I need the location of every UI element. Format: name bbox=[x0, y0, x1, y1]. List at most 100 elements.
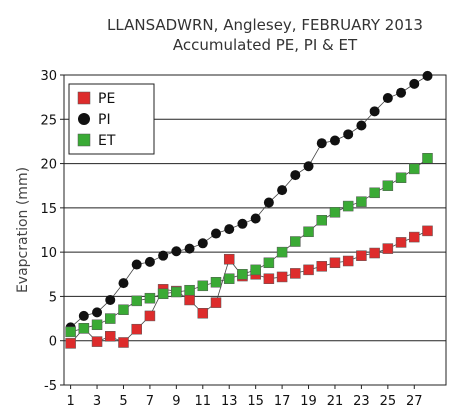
x-tick-label-13: 13 bbox=[221, 394, 238, 409]
point-et-15 bbox=[250, 264, 261, 276]
point-pi-9 bbox=[171, 246, 182, 257]
point-et-21 bbox=[329, 207, 341, 218]
point-pe-21 bbox=[329, 257, 341, 269]
point-pi-11 bbox=[197, 238, 208, 249]
point-pi-26 bbox=[396, 87, 407, 98]
point-et-23 bbox=[356, 196, 367, 207]
point-pe-26 bbox=[395, 237, 407, 248]
point-pe-17 bbox=[276, 271, 288, 283]
point-pi-3 bbox=[92, 307, 103, 318]
y-tick-label-20: 20 bbox=[40, 158, 57, 173]
legend-label-pe: PE bbox=[98, 91, 115, 107]
series-pi bbox=[65, 70, 433, 333]
point-pi-2 bbox=[78, 310, 89, 321]
x-tick-label-27: 27 bbox=[406, 394, 423, 409]
point-pe-23 bbox=[356, 250, 367, 261]
point-pi-18 bbox=[290, 170, 301, 181]
point-et-18 bbox=[290, 236, 301, 247]
point-pi-15 bbox=[250, 213, 261, 224]
point-et-17 bbox=[276, 246, 288, 258]
y-tick-label--5: -5 bbox=[44, 379, 57, 394]
point-pe-12 bbox=[210, 297, 222, 308]
chart-title: LLANSADWRN, Anglesey, FEBRUARY 2013 bbox=[107, 16, 423, 34]
point-pe-22 bbox=[342, 255, 354, 267]
point-pi-21 bbox=[329, 135, 340, 146]
point-et-14 bbox=[237, 269, 248, 280]
point-et-6 bbox=[131, 295, 142, 307]
y-tick-label-25: 25 bbox=[40, 113, 57, 128]
x-tick-label-7: 7 bbox=[146, 394, 154, 409]
point-pi-16 bbox=[263, 197, 274, 208]
point-pi-22 bbox=[343, 129, 354, 140]
point-pi-5 bbox=[118, 278, 129, 289]
point-et-16 bbox=[263, 257, 275, 269]
point-et-3 bbox=[91, 319, 103, 331]
y-tick-label-5: 5 bbox=[49, 290, 57, 305]
x-tick-label-19: 19 bbox=[300, 394, 317, 409]
point-pe-11 bbox=[197, 308, 209, 319]
point-pi-20 bbox=[316, 138, 327, 149]
point-pe-7 bbox=[144, 310, 156, 322]
point-pi-28 bbox=[422, 70, 433, 81]
point-pe-10 bbox=[184, 294, 195, 306]
point-et-1 bbox=[65, 326, 76, 338]
point-et-22 bbox=[342, 200, 354, 212]
point-et-4 bbox=[105, 313, 116, 324]
point-et-13 bbox=[223, 273, 235, 284]
plot-frame bbox=[63, 74, 447, 386]
point-et-27 bbox=[409, 163, 420, 175]
point-pi-12 bbox=[211, 228, 222, 239]
point-pi-4 bbox=[105, 294, 116, 305]
point-pi-25 bbox=[382, 93, 393, 104]
x-tick-label-9: 9 bbox=[172, 394, 180, 409]
point-et-28 bbox=[422, 153, 433, 164]
x-tick-label-23: 23 bbox=[353, 394, 370, 409]
point-pi-17 bbox=[277, 185, 288, 196]
y-axis-label: Evapcration (mm) bbox=[15, 167, 31, 293]
legend-label-et: ET bbox=[98, 133, 116, 149]
point-pe-13 bbox=[223, 253, 235, 265]
point-et-11 bbox=[197, 280, 209, 292]
point-et-20 bbox=[316, 215, 328, 226]
x-tick-label-21: 21 bbox=[327, 394, 344, 409]
point-et-9 bbox=[171, 286, 182, 298]
point-pi-10 bbox=[184, 243, 195, 254]
y-tick-label-15: 15 bbox=[40, 202, 57, 217]
point-pi-24 bbox=[369, 106, 380, 117]
point-pe-20 bbox=[316, 261, 328, 272]
point-pe-28 bbox=[422, 225, 433, 237]
point-pe-19 bbox=[303, 264, 314, 276]
point-et-19 bbox=[303, 226, 314, 238]
y-tick-label-10: 10 bbox=[40, 246, 57, 261]
point-et-24 bbox=[369, 187, 380, 199]
chart-subtitle: Accumulated PE, PI & ET bbox=[173, 36, 358, 54]
point-pe-18 bbox=[290, 268, 301, 279]
x-tick-label-25: 25 bbox=[380, 394, 397, 409]
series-et bbox=[65, 153, 433, 338]
point-pi-27 bbox=[409, 78, 420, 89]
point-et-2 bbox=[78, 323, 90, 334]
point-et-5 bbox=[118, 304, 129, 315]
y-tick-label-30: 30 bbox=[40, 69, 57, 84]
series-line-pi bbox=[70, 75, 428, 328]
point-et-12 bbox=[210, 277, 222, 288]
point-pe-4 bbox=[105, 331, 116, 342]
legend: PE PI ET bbox=[68, 83, 155, 155]
point-pe-6 bbox=[131, 323, 142, 335]
point-pi-23 bbox=[356, 120, 367, 131]
point-pe-27 bbox=[409, 231, 420, 243]
x-tick-label-15: 15 bbox=[247, 394, 264, 409]
x-tick-label-17: 17 bbox=[274, 394, 291, 409]
point-pe-1 bbox=[65, 338, 76, 349]
series-line-pe bbox=[70, 230, 428, 344]
point-et-25 bbox=[382, 180, 394, 191]
x-tick-label-3: 3 bbox=[93, 394, 101, 409]
point-pe-25 bbox=[382, 243, 394, 254]
point-pe-16 bbox=[263, 273, 275, 284]
point-pe-5 bbox=[118, 337, 129, 348]
x-tick-label-1: 1 bbox=[66, 394, 74, 409]
point-pi-8 bbox=[158, 250, 169, 261]
